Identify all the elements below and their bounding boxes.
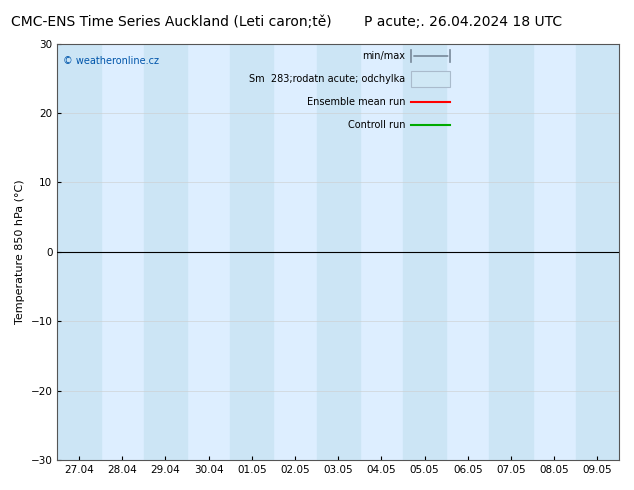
Text: P acute;. 26.04.2024 18 UTC: P acute;. 26.04.2024 18 UTC (364, 15, 562, 29)
Bar (144, 44, 187, 460)
FancyBboxPatch shape (411, 71, 451, 87)
Text: Sm  283;rodatn acute; odchylka: Sm 283;rodatn acute; odchylka (249, 74, 406, 84)
Bar (403, 44, 446, 460)
Y-axis label: Temperature 850 hPa (°C): Temperature 850 hPa (°C) (15, 179, 25, 324)
Text: min/max: min/max (363, 51, 406, 61)
Bar (230, 44, 273, 460)
Text: © weatheronline.cz: © weatheronline.cz (63, 56, 159, 66)
Text: Ensemble mean run: Ensemble mean run (307, 97, 406, 107)
Bar (57, 44, 101, 460)
Bar (316, 44, 359, 460)
Bar (489, 44, 533, 460)
Text: Controll run: Controll run (348, 120, 406, 130)
Text: CMC-ENS Time Series Auckland (Leti caron;tě): CMC-ENS Time Series Auckland (Leti caron… (11, 15, 332, 29)
Bar (576, 44, 619, 460)
